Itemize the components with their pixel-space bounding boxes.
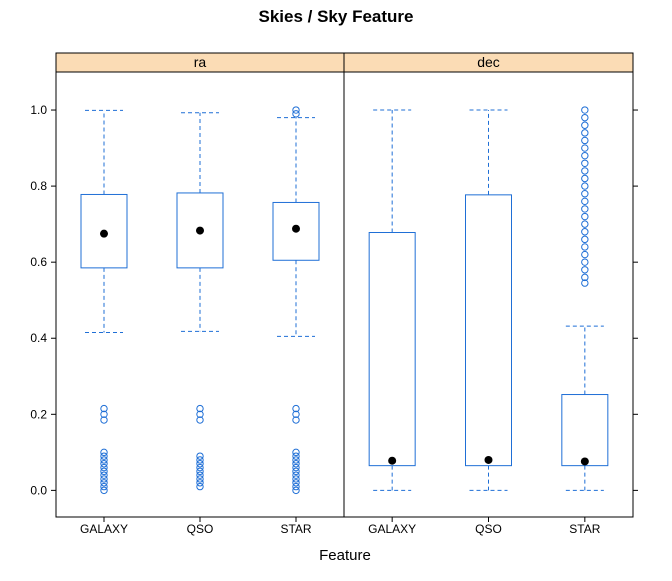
outlier-point bbox=[581, 228, 589, 236]
outlier-point bbox=[196, 410, 204, 419]
outlier-point bbox=[581, 279, 589, 287]
y-tick-label: 0.0 bbox=[30, 483, 47, 497]
x-tick-label: GALAXY bbox=[80, 522, 128, 536]
outlier-point bbox=[292, 456, 300, 464]
outlier-point bbox=[100, 471, 108, 479]
outlier-point bbox=[292, 486, 300, 495]
outlier-point bbox=[581, 113, 589, 122]
outlier-point bbox=[581, 273, 589, 282]
box-qso bbox=[465, 194, 512, 467]
x-tick-label: GALAXY bbox=[368, 522, 416, 536]
outlier-point bbox=[581, 220, 589, 228]
y-tick-label: 0.6 bbox=[30, 255, 47, 269]
outlier-point bbox=[581, 174, 589, 183]
outlier-point bbox=[581, 250, 589, 259]
outlier-point bbox=[581, 151, 589, 160]
median-dot bbox=[100, 229, 108, 238]
outlier-point bbox=[196, 471, 204, 479]
outlier-point bbox=[292, 463, 300, 472]
panel-strip-label: ra bbox=[194, 54, 207, 70]
outlier-point bbox=[100, 463, 108, 472]
y-tick-label: 0.8 bbox=[30, 179, 47, 193]
outlier-point bbox=[581, 190, 589, 198]
outlier-point bbox=[100, 479, 108, 487]
outlier-point bbox=[581, 197, 589, 206]
outlier-point bbox=[581, 212, 589, 221]
box-star bbox=[561, 394, 609, 467]
outlier-point bbox=[581, 235, 589, 244]
outlier-point bbox=[100, 475, 108, 483]
outlier-point bbox=[196, 475, 204, 483]
median-dot bbox=[196, 226, 204, 235]
outlier-point bbox=[196, 479, 204, 487]
outlier-point bbox=[581, 266, 589, 274]
outlier-point bbox=[292, 475, 300, 483]
y-tick-label: 0.2 bbox=[30, 407, 47, 421]
outlier-point bbox=[581, 205, 589, 213]
median-dot bbox=[580, 457, 589, 466]
outlier-point bbox=[100, 456, 108, 464]
outlier-point bbox=[581, 121, 589, 129]
outlier-point bbox=[196, 404, 204, 413]
outlier-point bbox=[581, 182, 589, 190]
outlier-point bbox=[196, 452, 204, 460]
outlier-point bbox=[581, 159, 589, 167]
outlier-point bbox=[292, 110, 300, 118]
outlier-point bbox=[292, 471, 300, 479]
outlier-point bbox=[292, 410, 300, 419]
outlier-point bbox=[292, 404, 300, 413]
y-tick-label: 0.4 bbox=[30, 331, 47, 345]
panel-frame-ra bbox=[55, 71, 345, 518]
x-tick-label: STAR bbox=[569, 522, 600, 536]
outlier-point bbox=[581, 167, 589, 175]
outlier-point bbox=[100, 452, 108, 460]
outlier-point bbox=[100, 486, 108, 495]
outlier-point bbox=[196, 463, 204, 472]
y-tick-label: 1.0 bbox=[30, 103, 47, 117]
outlier-point bbox=[100, 448, 108, 457]
outlier-point bbox=[292, 106, 300, 114]
outlier-point bbox=[292, 479, 300, 487]
outlier-point bbox=[292, 482, 300, 491]
outlier-point bbox=[581, 243, 589, 251]
outlier-point bbox=[100, 467, 108, 476]
outlier-point bbox=[292, 416, 300, 424]
outlier-point bbox=[292, 452, 300, 460]
outlier-point bbox=[196, 482, 204, 491]
median-dot bbox=[388, 456, 397, 465]
median-dot bbox=[484, 455, 493, 464]
chart-title: Skies / Sky Feature bbox=[259, 7, 414, 26]
x-tick-label: STAR bbox=[280, 522, 311, 536]
outlier-point bbox=[292, 460, 300, 468]
box-galaxy bbox=[368, 232, 416, 467]
outlier-point bbox=[292, 448, 300, 457]
x-tick-label: QSO bbox=[475, 522, 502, 536]
outlier-point bbox=[100, 416, 108, 424]
outlier-point bbox=[196, 416, 204, 424]
median-dot bbox=[292, 224, 300, 233]
outlier-point bbox=[196, 460, 204, 468]
outlier-point bbox=[196, 467, 204, 476]
outlier-point bbox=[196, 456, 204, 464]
outlier-point bbox=[581, 129, 589, 137]
outlier-point bbox=[581, 258, 589, 266]
x-axis-label: Feature bbox=[319, 547, 371, 564]
outlier-point bbox=[581, 106, 589, 114]
outlier-point bbox=[581, 136, 589, 145]
outlier-point bbox=[100, 460, 108, 468]
outlier-point bbox=[100, 410, 108, 419]
outlier-point bbox=[100, 404, 108, 413]
x-tick-label: QSO bbox=[187, 522, 214, 536]
plot-area: ra GALAXY QSO STAR dec GALAXY QSO STAR 0.0 0.2 0.4… bbox=[30, 52, 638, 536]
outlier-point bbox=[292, 467, 300, 476]
outlier-point bbox=[581, 144, 589, 152]
panel-strip-label: dec bbox=[477, 54, 500, 70]
outlier-point bbox=[100, 482, 108, 491]
